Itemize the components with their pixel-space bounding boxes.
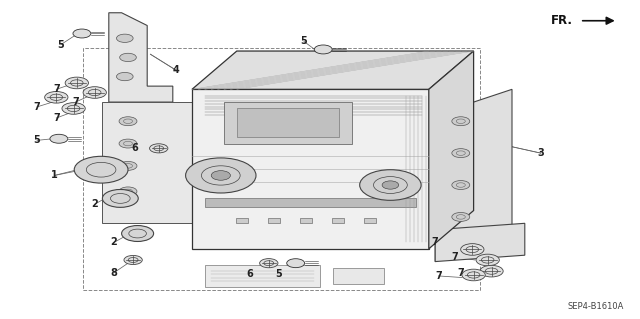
Text: 7: 7 — [53, 113, 60, 123]
Text: FR.: FR. — [551, 14, 573, 27]
Circle shape — [124, 256, 142, 264]
Circle shape — [65, 77, 88, 89]
Polygon shape — [102, 102, 192, 223]
Text: 6: 6 — [131, 143, 138, 153]
Circle shape — [476, 254, 499, 266]
Circle shape — [83, 87, 106, 98]
Circle shape — [119, 139, 137, 148]
Polygon shape — [435, 223, 525, 262]
Text: 7: 7 — [451, 252, 458, 262]
Circle shape — [452, 181, 470, 189]
Text: 7: 7 — [435, 271, 442, 281]
Text: 3: 3 — [538, 148, 544, 158]
Text: SEP4-B1610A: SEP4-B1610A — [568, 302, 624, 311]
Text: 7: 7 — [458, 268, 464, 278]
Circle shape — [116, 34, 133, 42]
Circle shape — [73, 29, 91, 38]
Bar — [364, 218, 376, 223]
Circle shape — [120, 53, 136, 62]
Circle shape — [150, 144, 168, 153]
Text: 7: 7 — [34, 102, 40, 112]
Polygon shape — [224, 102, 352, 144]
Text: 7: 7 — [53, 84, 60, 94]
Circle shape — [119, 187, 137, 196]
Circle shape — [50, 134, 68, 143]
Circle shape — [452, 212, 470, 221]
Text: 7: 7 — [72, 97, 79, 107]
Bar — [268, 218, 280, 223]
Text: 4: 4 — [173, 65, 179, 75]
Polygon shape — [333, 268, 384, 284]
Text: 7: 7 — [432, 237, 438, 248]
Polygon shape — [192, 89, 429, 249]
Polygon shape — [205, 198, 416, 207]
Text: 8: 8 — [111, 268, 117, 278]
Circle shape — [119, 161, 137, 170]
Text: 5: 5 — [301, 36, 307, 47]
Circle shape — [461, 244, 484, 255]
Bar — [236, 218, 248, 223]
Circle shape — [382, 181, 399, 189]
Polygon shape — [192, 51, 474, 89]
Circle shape — [45, 92, 68, 103]
Circle shape — [116, 72, 133, 81]
Text: 2: 2 — [111, 237, 117, 248]
Circle shape — [452, 117, 470, 126]
Polygon shape — [435, 89, 512, 262]
Text: 2: 2 — [92, 199, 98, 209]
Circle shape — [211, 171, 230, 180]
Polygon shape — [429, 51, 474, 249]
Bar — [300, 218, 312, 223]
Circle shape — [186, 158, 256, 193]
Polygon shape — [205, 265, 320, 287]
Circle shape — [260, 259, 278, 268]
Text: 5: 5 — [58, 40, 64, 50]
Circle shape — [62, 103, 85, 114]
Circle shape — [102, 189, 138, 207]
Text: 1: 1 — [51, 170, 58, 181]
Circle shape — [287, 259, 305, 268]
Text: 5: 5 — [34, 135, 40, 145]
Text: 5: 5 — [275, 269, 282, 279]
Circle shape — [119, 117, 137, 126]
Text: 6: 6 — [246, 269, 253, 279]
Circle shape — [314, 45, 332, 54]
Circle shape — [462, 269, 485, 281]
Circle shape — [74, 156, 128, 183]
Polygon shape — [109, 13, 173, 102]
Circle shape — [480, 265, 503, 277]
Bar — [83, 48, 480, 290]
Circle shape — [360, 170, 421, 200]
Circle shape — [452, 149, 470, 158]
Circle shape — [122, 226, 154, 241]
Polygon shape — [237, 108, 339, 137]
Bar — [332, 218, 344, 223]
